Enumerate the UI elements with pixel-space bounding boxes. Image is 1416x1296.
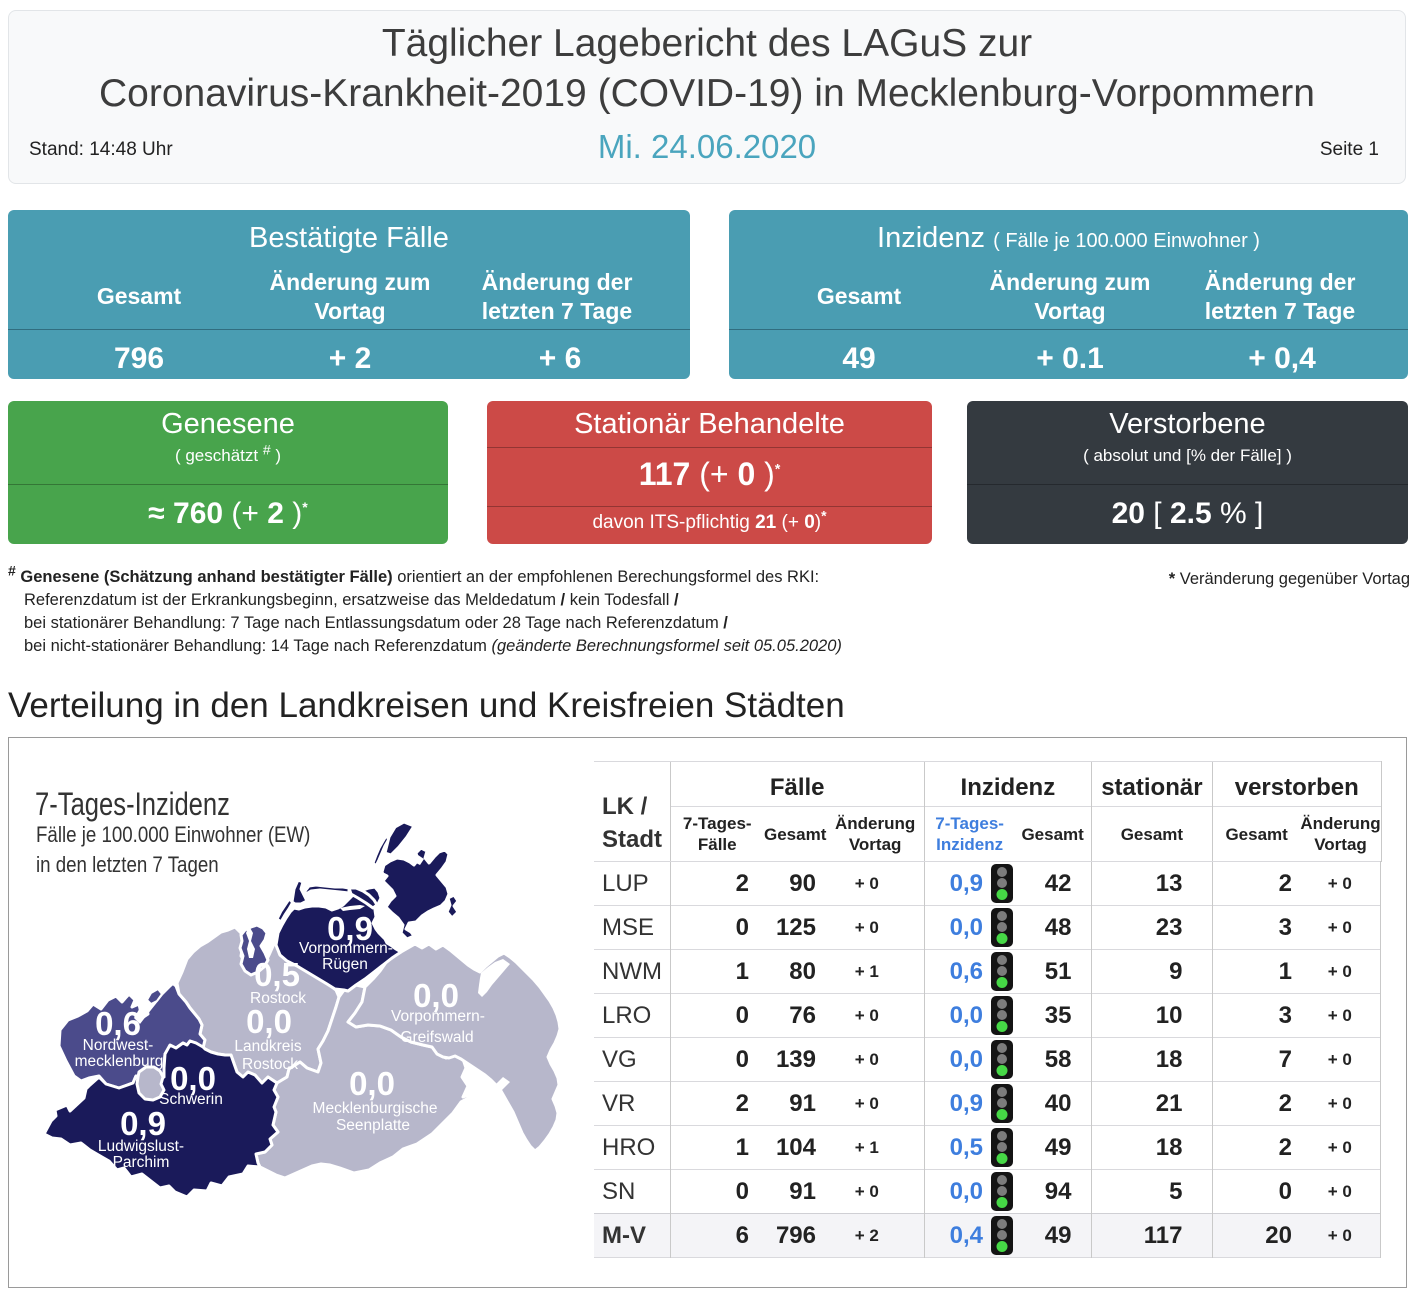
svg-text:Vorpommern-: Vorpommern- [391, 1008, 485, 1025]
svg-text:0,6: 0,6 [95, 1005, 141, 1042]
svg-text:Seenplatte: Seenplatte [336, 1117, 410, 1134]
svg-text:Parchim: Parchim [113, 1154, 170, 1171]
svg-text:0,9: 0,9 [327, 910, 373, 947]
svg-text:Vorpommern-: Vorpommern- [299, 940, 393, 957]
svg-text:Rostock: Rostock [242, 1056, 298, 1073]
svg-text:Greifswald: Greifswald [400, 1029, 473, 1046]
svg-text:Schwerin: Schwerin [159, 1091, 223, 1108]
svg-text:0,5: 0,5 [254, 956, 300, 993]
svg-text:Rostock: Rostock [250, 990, 306, 1007]
svg-text:0,0: 0,0 [349, 1065, 395, 1102]
svg-text:0,0: 0,0 [170, 1060, 216, 1097]
svg-text:0,9: 0,9 [120, 1105, 166, 1142]
svg-text:Rügen: Rügen [322, 956, 368, 973]
svg-text:Nordwest-: Nordwest- [83, 1037, 154, 1054]
svg-text:Landkreis: Landkreis [234, 1038, 301, 1055]
svg-text:mecklenburg: mecklenburg [75, 1053, 164, 1070]
svg-text:0,0: 0,0 [246, 1003, 292, 1040]
svg-text:0,0: 0,0 [413, 977, 459, 1014]
svg-text:Mecklenburgische: Mecklenburgische [313, 1100, 438, 1117]
svg-text:Ludwigslust-: Ludwigslust- [98, 1138, 184, 1155]
